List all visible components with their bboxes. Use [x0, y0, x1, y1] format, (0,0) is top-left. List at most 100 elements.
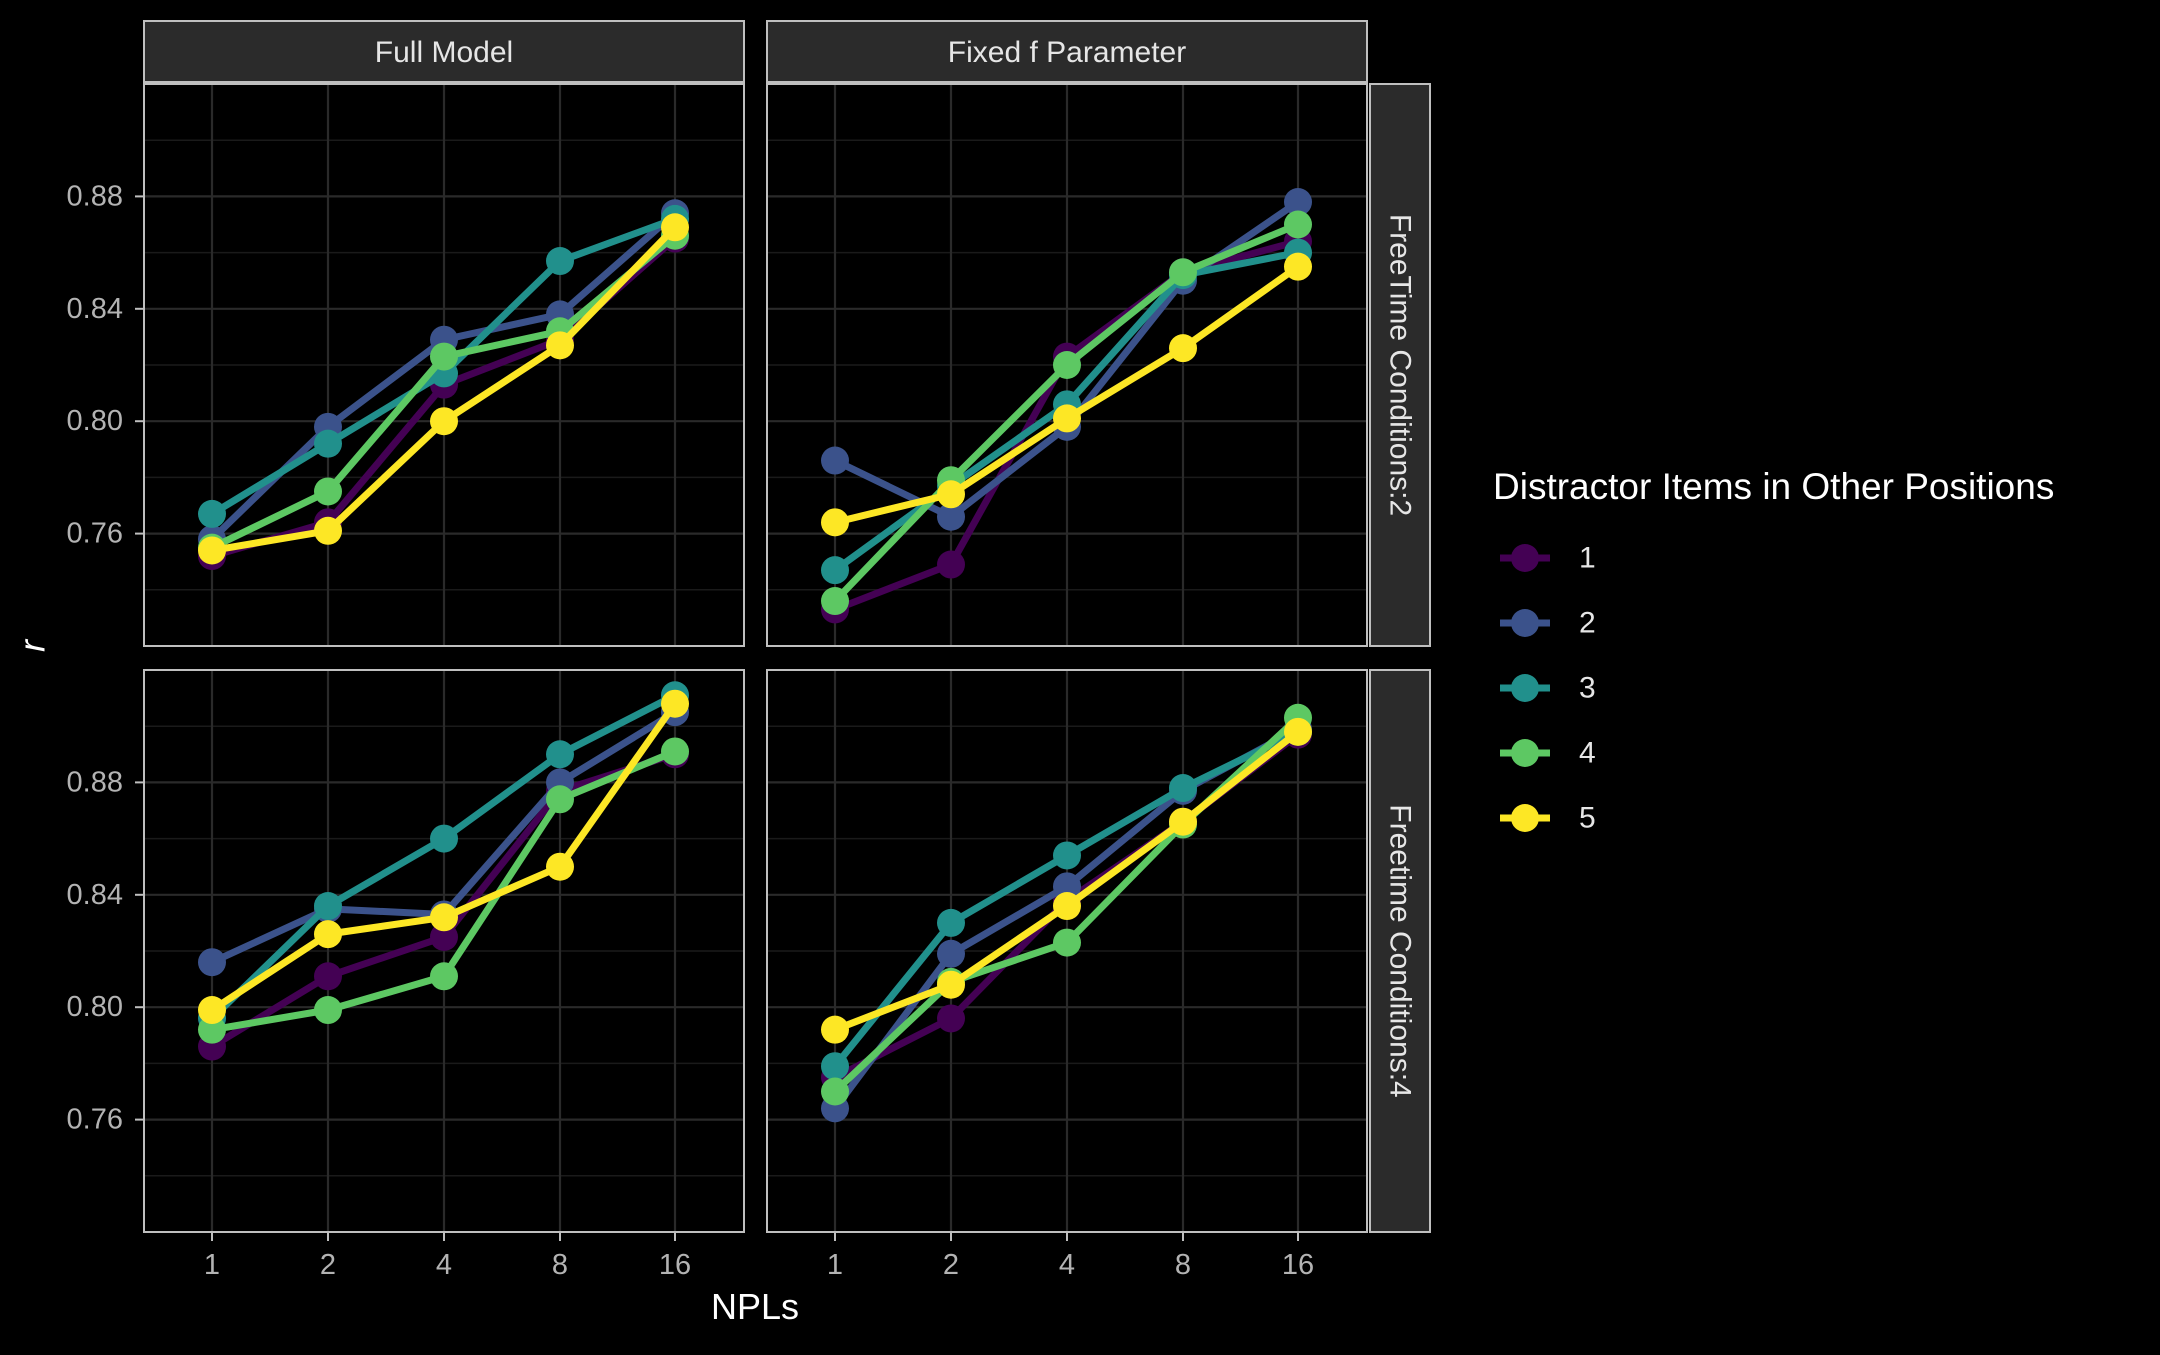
data-point: [430, 342, 458, 371]
legend-key-point: [1511, 609, 1539, 637]
legend-item: 2: [1500, 607, 1596, 640]
x-axis-title: NPLs: [711, 1286, 799, 1327]
panel-2-2: [766, 669, 1368, 1233]
data-point: [821, 1052, 849, 1081]
data-point: [546, 247, 574, 276]
legend-item: 5: [1500, 802, 1596, 835]
legend-label: 5: [1579, 802, 1596, 835]
data-point: [1284, 717, 1312, 746]
y-tick-label: 0.76: [67, 518, 123, 550]
data-point: [821, 556, 849, 585]
legend-item: 1: [1500, 542, 1596, 575]
row-strip: [1369, 83, 1431, 647]
x-tick-label: 1: [827, 1249, 843, 1281]
legend-label: 2: [1579, 607, 1596, 640]
legend-title: Distractor Items in Other Positions: [1493, 466, 2054, 507]
legend-key-point: [1511, 674, 1539, 702]
data-point: [937, 939, 965, 968]
legend-item: 3: [1500, 672, 1596, 705]
x-tick-label: 8: [1175, 1249, 1191, 1281]
data-point: [1169, 807, 1197, 836]
row-strip: [1369, 669, 1431, 1233]
legend-key-point: [1511, 739, 1539, 767]
data-point: [546, 331, 574, 360]
data-point: [937, 550, 965, 579]
data-point: [430, 824, 458, 853]
y-tick-label: 0.80: [67, 991, 123, 1023]
data-point: [821, 508, 849, 537]
panel-1-1: [143, 83, 745, 647]
data-point: [546, 740, 574, 769]
data-point: [1053, 892, 1081, 921]
data-point: [314, 516, 342, 545]
data-point: [430, 922, 458, 951]
data-point: [661, 689, 689, 718]
data-point: [1053, 928, 1081, 957]
y-tick-label: 0.84: [67, 293, 123, 325]
data-point: [314, 429, 342, 458]
data-point: [1169, 774, 1197, 803]
data-point: [1053, 351, 1081, 379]
legend-label: 3: [1579, 672, 1596, 705]
data-point: [198, 536, 226, 565]
data-point: [198, 1015, 226, 1044]
column-strip: [766, 20, 1368, 83]
legend-label: 4: [1579, 737, 1596, 770]
x-tick-label: 4: [1059, 1249, 1075, 1281]
data-point: [661, 737, 689, 766]
data-point: [314, 920, 342, 949]
data-point: [1284, 210, 1312, 239]
panel-2-1: [143, 669, 745, 1233]
data-point: [1053, 872, 1081, 901]
legend-label: 1: [1579, 542, 1596, 575]
x-tick-label: 16: [659, 1249, 691, 1281]
y-tick-label: 0.88: [67, 180, 123, 212]
data-point: [198, 996, 226, 1025]
data-point: [1169, 258, 1197, 287]
legend-key-point: [1511, 544, 1539, 572]
data-point: [1284, 252, 1312, 281]
data-point: [937, 480, 965, 509]
y-tick-label: 0.84: [67, 879, 123, 911]
y-tick-label: 0.88: [67, 766, 123, 798]
legend-item: 4: [1500, 737, 1596, 770]
column-strip-label: Fixed f Parameter: [948, 36, 1186, 69]
y-tick-label: 0.80: [67, 405, 123, 437]
data-point: [1169, 334, 1197, 363]
y-tick-label: 0.76: [67, 1104, 123, 1136]
data-point: [1053, 841, 1081, 870]
x-tick-label: 2: [320, 1249, 336, 1281]
data-point: [430, 407, 458, 436]
data-point: [937, 502, 965, 531]
data-point: [314, 477, 342, 506]
row-strip-label: Freetime Conditions:4: [1384, 804, 1417, 1097]
x-tick-label: 4: [436, 1249, 452, 1281]
x-tick-label: 2: [943, 1249, 959, 1281]
data-point: [430, 962, 458, 991]
data-point: [198, 948, 226, 977]
column-strip: [143, 20, 745, 83]
data-point: [937, 1004, 965, 1033]
data-point: [546, 852, 574, 881]
panel-border: [766, 83, 1368, 647]
x-tick-label: 16: [1282, 1249, 1314, 1281]
data-point: [937, 970, 965, 999]
panel-1-2: [766, 83, 1368, 647]
row-strip-label: FreeTime Conditions:2: [1384, 214, 1417, 516]
x-tick-label: 1: [204, 1249, 220, 1281]
data-point: [1053, 404, 1081, 433]
legend-key-point: [1511, 804, 1539, 832]
data-point: [546, 785, 574, 814]
data-point: [661, 213, 689, 242]
data-point: [821, 1077, 849, 1106]
column-strip-label: Full Model: [375, 36, 513, 69]
x-tick-label: 8: [552, 1249, 568, 1281]
data-point: [821, 1015, 849, 1044]
y-axis-title: r: [12, 638, 53, 652]
data-point: [314, 962, 342, 991]
data-point: [937, 908, 965, 937]
data-point: [314, 892, 342, 921]
data-point: [430, 903, 458, 932]
